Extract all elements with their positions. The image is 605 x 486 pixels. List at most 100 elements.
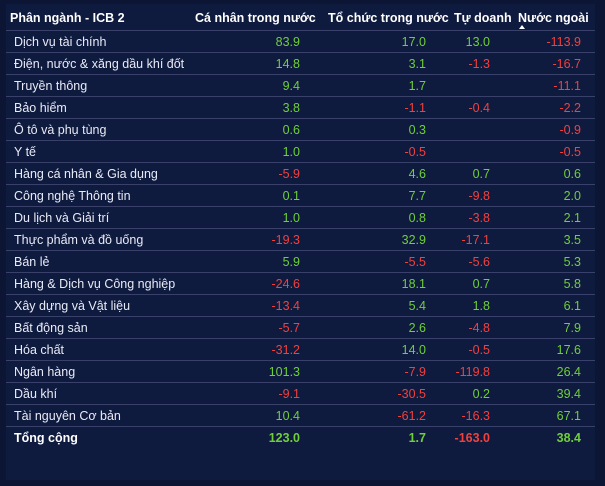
table-row: Du lịch và Giải trí 1.0 0.8 -3.8 2.1 <box>6 206 595 229</box>
value-individual-domestic: -5.9 <box>191 162 324 185</box>
value-institution-domestic: 1.7 <box>408 431 426 445</box>
header-sector[interactable]: Phân ngành - ICB 2 <box>6 6 191 31</box>
value-proprietary: 0.2 <box>450 382 514 405</box>
value-individual-domestic: 9.4 <box>191 74 324 97</box>
sort-up-icon <box>519 25 525 29</box>
value-institution-domestic: -0.5 <box>324 140 450 163</box>
value-foreign: 7.9 <box>514 316 595 339</box>
value-individual-domestic: 0.6 <box>191 118 324 141</box>
value-individual-domestic: 0.1 <box>191 184 324 207</box>
value-individual-domestic: -31.2 <box>191 338 324 361</box>
value-foreign: 17.6 <box>514 338 595 361</box>
value-individual-domestic: 123.0 <box>268 431 300 445</box>
value-individual-domestic: 101.3 <box>191 360 324 383</box>
value-foreign: -0.9 <box>514 118 595 141</box>
value-proprietary: -0.5 <box>450 338 514 361</box>
table-row: Thực phẩm và đồ uống -19.3 32.9 -17.1 3.5 <box>6 228 595 251</box>
table-row: Dầu khí -9.1 -30.5 0.2 39.4 <box>6 382 595 405</box>
value-individual-domestic: -19.3 <box>191 228 324 251</box>
value-institution-domestic: 0.8 <box>324 206 450 229</box>
table-row: Dịch vụ tài chính 83.9 17.0 13.0 -113.9 <box>6 30 595 53</box>
table-row: Bất động sản -5.7 2.6 -4.8 7.9 <box>6 316 595 339</box>
value-proprietary: -0.4 <box>450 96 514 119</box>
table-row: Ô tô và phụ tùng 0.6 0.3 -0.9 <box>6 118 595 141</box>
value-proprietary: -119.8 <box>450 360 514 383</box>
value-institution-domestic: 2.6 <box>324 316 450 339</box>
table-total-row: Tổng cộng 123.0 1.7 -163.0 38.4 <box>6 427 595 450</box>
value-foreign: 26.4 <box>514 360 595 383</box>
value-foreign: -0.5 <box>514 140 595 163</box>
value-institution-domestic: -1.1 <box>324 96 450 119</box>
value-proprietary: -9.8 <box>450 184 514 207</box>
sector-flow-table: Phân ngành - ICB 2 Cá nhân trong nước Tổ… <box>6 6 595 449</box>
table-row: Hàng & Dịch vụ Công nghiệp -24.6 18.1 0.7 5.… <box>6 272 595 295</box>
sector-name: Xây dựng và Vật liệu <box>6 294 191 317</box>
value-individual-domestic: 83.9 <box>191 30 324 53</box>
value-proprietary: 13.0 <box>450 30 514 53</box>
table-row: Bảo hiểm 3.8 -1.1 -0.4 -2.2 <box>6 96 595 119</box>
value-foreign: 39.4 <box>514 382 595 405</box>
value-foreign: 2.1 <box>514 206 595 229</box>
header-individual-domestic[interactable]: Cá nhân trong nước <box>191 6 324 31</box>
value-institution-domestic: 4.6 <box>324 162 450 185</box>
sector-name: Hàng & Dịch vụ Công nghiệp <box>6 272 191 295</box>
table-row: Truyền thông 9.4 1.7 -11.1 <box>6 74 595 97</box>
table-row: Bán lẻ 5.9 -5.5 -5.6 5.3 <box>6 250 595 273</box>
sector-name: Y tế <box>6 140 191 163</box>
header-foreign-label: Nước ngoài <box>518 11 589 25</box>
value-proprietary <box>450 118 514 141</box>
table-row: Công nghệ Thông tin 0.1 7.7 -9.8 2.0 <box>6 184 595 207</box>
value-individual-domestic: -13.4 <box>191 294 324 317</box>
value-individual-domestic: -24.6 <box>191 272 324 295</box>
value-proprietary: 0.7 <box>450 162 514 185</box>
sector-name: Thực phẩm và đồ uống <box>6 228 191 251</box>
value-individual-domestic: 14.8 <box>191 52 324 75</box>
sector-name: Hàng cá nhân & Gia dụng <box>6 162 191 185</box>
sector-name: Bảo hiểm <box>6 96 191 119</box>
value-foreign: -113.9 <box>514 30 595 53</box>
table-row: Y tế 1.0 -0.5 -0.5 <box>6 140 595 163</box>
value-proprietary: -17.1 <box>450 228 514 251</box>
value-foreign: 38.4 <box>556 431 581 445</box>
value-foreign: 0.6 <box>514 162 595 185</box>
table-row: Xây dựng và Vật liệu -13.4 5.4 1.8 6.1 <box>6 294 595 317</box>
value-foreign: -16.7 <box>514 52 595 75</box>
header-institution-domestic[interactable]: Tổ chức trong nước <box>324 6 450 31</box>
value-proprietary: -16.3 <box>450 404 514 427</box>
header-foreign[interactable]: Nước ngoài <box>514 6 595 31</box>
sector-name: Tài nguyên Cơ bản <box>6 404 191 427</box>
value-individual-domestic: 1.0 <box>191 206 324 229</box>
value-foreign: 5.3 <box>514 250 595 273</box>
sector-name: Du lịch và Giải trí <box>6 206 191 229</box>
value-institution-domestic: 17.0 <box>324 30 450 53</box>
value-institution-domestic: 1.7 <box>324 74 450 97</box>
value-proprietary: 0.7 <box>450 272 514 295</box>
value-individual-domestic: 5.9 <box>191 250 324 273</box>
value-institution-domestic: 5.4 <box>324 294 450 317</box>
sector-name: Dầu khí <box>6 382 191 405</box>
value-foreign: -2.2 <box>514 96 595 119</box>
sector-name: Dịch vụ tài chính <box>6 30 191 53</box>
sector-name: Công nghệ Thông tin <box>6 184 191 207</box>
value-institution-domestic: -5.5 <box>324 250 450 273</box>
value-institution-domestic: -30.5 <box>324 382 450 405</box>
sector-name: Hóa chất <box>6 338 191 361</box>
sector-name: Bán lẻ <box>6 250 191 273</box>
value-individual-domestic: 3.8 <box>191 96 324 119</box>
table-body: Dịch vụ tài chính 83.9 17.0 13.0 -113.9 Điện,… <box>6 30 595 450</box>
table-header-row: Phân ngành - ICB 2 Cá nhân trong nước Tổ… <box>6 6 595 31</box>
value-institution-domestic: 32.9 <box>324 228 450 251</box>
value-foreign: 3.5 <box>514 228 595 251</box>
value-foreign: 6.1 <box>514 294 595 317</box>
value-institution-domestic: 0.3 <box>324 118 450 141</box>
value-individual-domestic: 1.0 <box>191 140 324 163</box>
value-individual-domestic: 10.4 <box>191 404 324 427</box>
value-proprietary: -1.3 <box>450 52 514 75</box>
total-label: Tổng cộng <box>14 431 78 445</box>
value-foreign: 5.8 <box>514 272 595 295</box>
header-proprietary[interactable]: Tự doanh <box>450 6 514 31</box>
value-institution-domestic: -7.9 <box>324 360 450 383</box>
sector-name: Bất động sản <box>6 316 191 339</box>
value-institution-domestic: 7.7 <box>324 184 450 207</box>
